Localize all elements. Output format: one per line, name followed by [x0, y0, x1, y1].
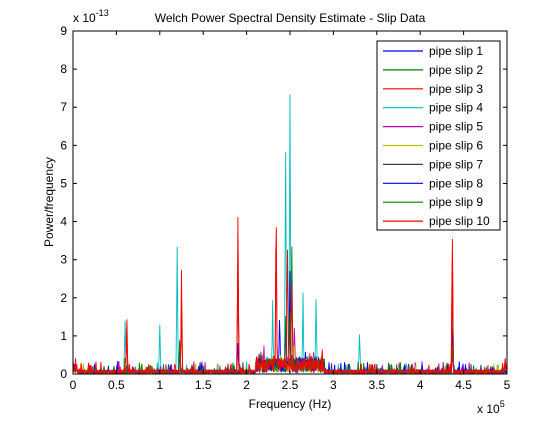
series-layer	[72, 94, 508, 375]
legend-label: pipe slip 7	[429, 157, 483, 171]
x-tick-label: 0.5	[108, 378, 125, 392]
x-tick-label: 2.5	[282, 378, 299, 392]
legend: pipe slip 1 pipe slip 2 pipe slip 3 pipe sl…	[376, 40, 501, 231]
x-tick-label: 2	[243, 378, 250, 392]
ticks-layer: 0 0.5 1 1.5 2 2.5 3 3.5 4 4.5 5 0 1 2 3 4 5 6 7 8 9	[60, 24, 510, 392]
legend-label: pipe slip 10	[429, 214, 490, 228]
y-tick-label: 9	[60, 24, 67, 38]
x-exponent-label: x 105	[477, 399, 505, 416]
legend-box	[376, 40, 501, 231]
series-line-pipe-slip-10	[72, 217, 508, 375]
y-exponent-label: x 10-13	[73, 8, 109, 25]
x-tick-label: 1	[156, 378, 163, 392]
x-tick-label: 1.5	[195, 378, 212, 392]
x-tick-label: 3.5	[368, 378, 385, 392]
legend-label: pipe slip 9	[429, 195, 483, 209]
y-tick-label: 3	[60, 253, 67, 267]
y-exponent-power: -13	[96, 8, 109, 18]
legend-label: pipe slip 1	[429, 44, 483, 58]
y-tick-label: 4	[60, 215, 67, 229]
x-tick-label: 4.5	[455, 378, 472, 392]
x-tick-label: 5	[504, 378, 511, 392]
y-tick-label: 6	[60, 138, 67, 152]
chart-title: Welch Power Spectral Density Estimate - …	[155, 11, 426, 25]
y-tick-label: 8	[60, 62, 67, 76]
x-exponent-base: x 10	[477, 402, 500, 416]
x-exponent-power: 5	[500, 399, 505, 409]
x-tick-label: 4	[417, 378, 424, 392]
legend-label: pipe slip 8	[429, 176, 483, 190]
y-tick-label: 5	[60, 176, 67, 190]
legend-label: pipe slip 5	[429, 120, 483, 134]
y-axis-title: Power/frequency	[42, 157, 56, 247]
x-axis-title: Frequency (Hz)	[249, 397, 332, 411]
x-tick-label: 0	[70, 378, 77, 392]
legend-label: pipe slip 3	[429, 82, 483, 96]
y-exponent-base: x 10	[73, 11, 96, 25]
legend-label: pipe slip 2	[429, 63, 483, 77]
legend-label: pipe slip 4	[429, 101, 483, 115]
y-tick-label: 2	[60, 291, 67, 305]
y-tick-label: 7	[60, 100, 67, 114]
legend-label: pipe slip 6	[429, 139, 483, 153]
y-tick-label: 1	[60, 329, 67, 343]
y-tick-label: 0	[60, 367, 67, 381]
x-tick-label: 3	[330, 378, 337, 392]
